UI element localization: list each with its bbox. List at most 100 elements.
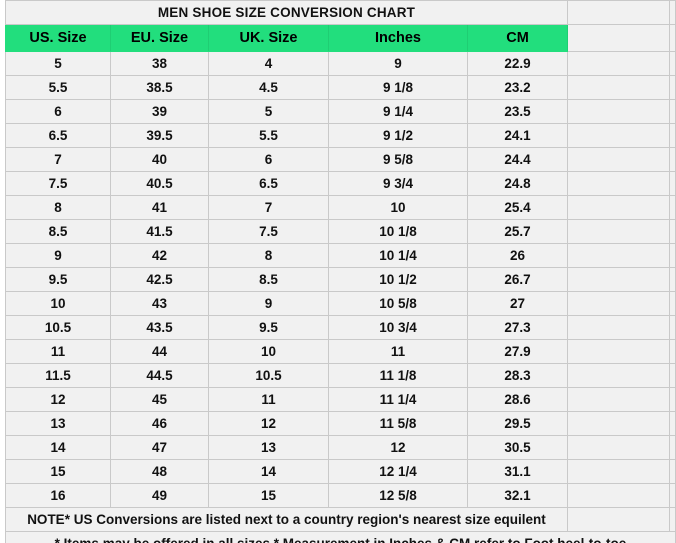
cell-cm[interactable]: 27.9 xyxy=(467,339,568,364)
column-header-eu-size[interactable]: EU. Size xyxy=(110,24,209,52)
cell-inches[interactable]: 12 1/4 xyxy=(328,459,468,484)
cell-eu-size[interactable]: 43 xyxy=(110,291,209,316)
empty-cell[interactable] xyxy=(567,171,670,196)
cell-cm[interactable]: 22.9 xyxy=(467,51,568,76)
cell-inches[interactable]: 10 1/8 xyxy=(328,219,468,244)
cell-cm[interactable]: 29.5 xyxy=(467,411,568,436)
cell-eu-size[interactable]: 39 xyxy=(110,99,209,124)
empty-cell[interactable] xyxy=(669,267,676,292)
cell-cm[interactable]: 25.4 xyxy=(467,195,568,220)
cell-uk-size[interactable]: 6.5 xyxy=(208,171,329,196)
cell-eu-size[interactable]: 44.5 xyxy=(110,363,209,388)
empty-cell[interactable] xyxy=(567,459,670,484)
cell-uk-size[interactable]: 5 xyxy=(208,99,329,124)
column-header-us-size[interactable]: US. Size xyxy=(5,24,111,52)
empty-cell[interactable] xyxy=(669,75,676,100)
empty-cell[interactable] xyxy=(567,435,670,460)
empty-cell[interactable] xyxy=(669,387,676,412)
empty-cell[interactable] xyxy=(669,339,676,364)
cell-cm[interactable]: 28.3 xyxy=(467,363,568,388)
empty-cell[interactable] xyxy=(567,267,670,292)
cell-us-size[interactable]: 10 xyxy=(5,291,111,316)
cell-eu-size[interactable]: 47 xyxy=(110,435,209,460)
cell-us-size[interactable]: 12 xyxy=(5,387,111,412)
cell-inches[interactable]: 11 1/8 xyxy=(328,363,468,388)
empty-cell[interactable] xyxy=(567,195,670,220)
cell-cm[interactable]: 31.1 xyxy=(467,459,568,484)
cell-us-size[interactable]: 5.5 xyxy=(5,75,111,100)
note-conversions[interactable]: NOTE* US Conversions are listed next to … xyxy=(5,507,568,532)
cell-cm[interactable]: 25.7 xyxy=(467,219,568,244)
cell-us-size[interactable]: 7 xyxy=(5,147,111,172)
cell-inches[interactable]: 12 5/8 xyxy=(328,483,468,508)
column-header-uk-size[interactable]: UK. Size xyxy=(208,24,329,52)
cell-eu-size[interactable]: 42.5 xyxy=(110,267,209,292)
cell-cm[interactable]: 23.2 xyxy=(467,75,568,100)
cell-uk-size[interactable]: 4 xyxy=(208,51,329,76)
cell-cm[interactable]: 23.5 xyxy=(467,99,568,124)
cell-us-size[interactable]: 9.5 xyxy=(5,267,111,292)
cell-cm[interactable]: 30.5 xyxy=(467,435,568,460)
cell-uk-size[interactable]: 6 xyxy=(208,147,329,172)
cell-eu-size[interactable]: 38 xyxy=(110,51,209,76)
empty-cell[interactable] xyxy=(567,0,670,25)
cell-us-size[interactable]: 11.5 xyxy=(5,363,111,388)
cell-cm[interactable]: 32.1 xyxy=(467,483,568,508)
cell-cm[interactable]: 28.6 xyxy=(467,387,568,412)
empty-cell[interactable] xyxy=(669,99,676,124)
cell-inches[interactable]: 10 1/2 xyxy=(328,267,468,292)
empty-cell[interactable] xyxy=(669,51,676,76)
cell-cm[interactable]: 27.3 xyxy=(467,315,568,340)
empty-cell[interactable] xyxy=(669,435,676,460)
cell-uk-size[interactable]: 4.5 xyxy=(208,75,329,100)
cell-eu-size[interactable]: 42 xyxy=(110,243,209,268)
empty-cell[interactable] xyxy=(669,507,676,532)
empty-cell[interactable] xyxy=(669,483,676,508)
empty-cell[interactable] xyxy=(669,291,676,316)
cell-uk-size[interactable]: 11 xyxy=(208,387,329,412)
cell-cm[interactable]: 24.4 xyxy=(467,147,568,172)
cell-us-size[interactable]: 10.5 xyxy=(5,315,111,340)
cell-us-size[interactable]: 8.5 xyxy=(5,219,111,244)
empty-cell[interactable] xyxy=(567,147,670,172)
cell-cm[interactable]: 24.1 xyxy=(467,123,568,148)
cell-us-size[interactable]: 13 xyxy=(5,411,111,436)
cell-uk-size[interactable]: 12 xyxy=(208,411,329,436)
cell-uk-size[interactable]: 14 xyxy=(208,459,329,484)
cell-us-size[interactable]: 16 xyxy=(5,483,111,508)
empty-cell[interactable] xyxy=(669,195,676,220)
cell-cm[interactable]: 26 xyxy=(467,243,568,268)
cell-uk-size[interactable]: 15 xyxy=(208,483,329,508)
empty-cell[interactable] xyxy=(669,363,676,388)
cell-uk-size[interactable]: 9.5 xyxy=(208,315,329,340)
cell-eu-size[interactable]: 40 xyxy=(110,147,209,172)
cell-eu-size[interactable]: 39.5 xyxy=(110,123,209,148)
cell-uk-size[interactable]: 10 xyxy=(208,339,329,364)
empty-cell[interactable] xyxy=(669,123,676,148)
cell-eu-size[interactable]: 40.5 xyxy=(110,171,209,196)
empty-cell[interactable] xyxy=(669,147,676,172)
empty-cell[interactable] xyxy=(567,387,670,412)
cell-inches[interactable]: 11 5/8 xyxy=(328,411,468,436)
cell-inches[interactable]: 10 xyxy=(328,195,468,220)
cell-cm[interactable]: 27 xyxy=(467,291,568,316)
cell-us-size[interactable]: 9 xyxy=(5,243,111,268)
empty-cell[interactable] xyxy=(669,315,676,340)
cell-eu-size[interactable]: 49 xyxy=(110,483,209,508)
cell-us-size[interactable]: 6 xyxy=(5,99,111,124)
cell-uk-size[interactable]: 5.5 xyxy=(208,123,329,148)
empty-cell[interactable] xyxy=(669,219,676,244)
cell-us-size[interactable]: 14 xyxy=(5,435,111,460)
empty-cell[interactable] xyxy=(567,243,670,268)
cell-inches[interactable]: 11 1/4 xyxy=(328,387,468,412)
cell-inches[interactable]: 10 5/8 xyxy=(328,291,468,316)
cell-uk-size[interactable]: 13 xyxy=(208,435,329,460)
empty-cell[interactable] xyxy=(567,75,670,100)
empty-cell[interactable] xyxy=(669,243,676,268)
cell-us-size[interactable]: 7.5 xyxy=(5,171,111,196)
cell-uk-size[interactable]: 10.5 xyxy=(208,363,329,388)
cell-eu-size[interactable]: 38.5 xyxy=(110,75,209,100)
column-header-inches[interactable]: Inches xyxy=(328,24,468,52)
empty-cell[interactable] xyxy=(567,363,670,388)
cell-inches[interactable]: 9 5/8 xyxy=(328,147,468,172)
